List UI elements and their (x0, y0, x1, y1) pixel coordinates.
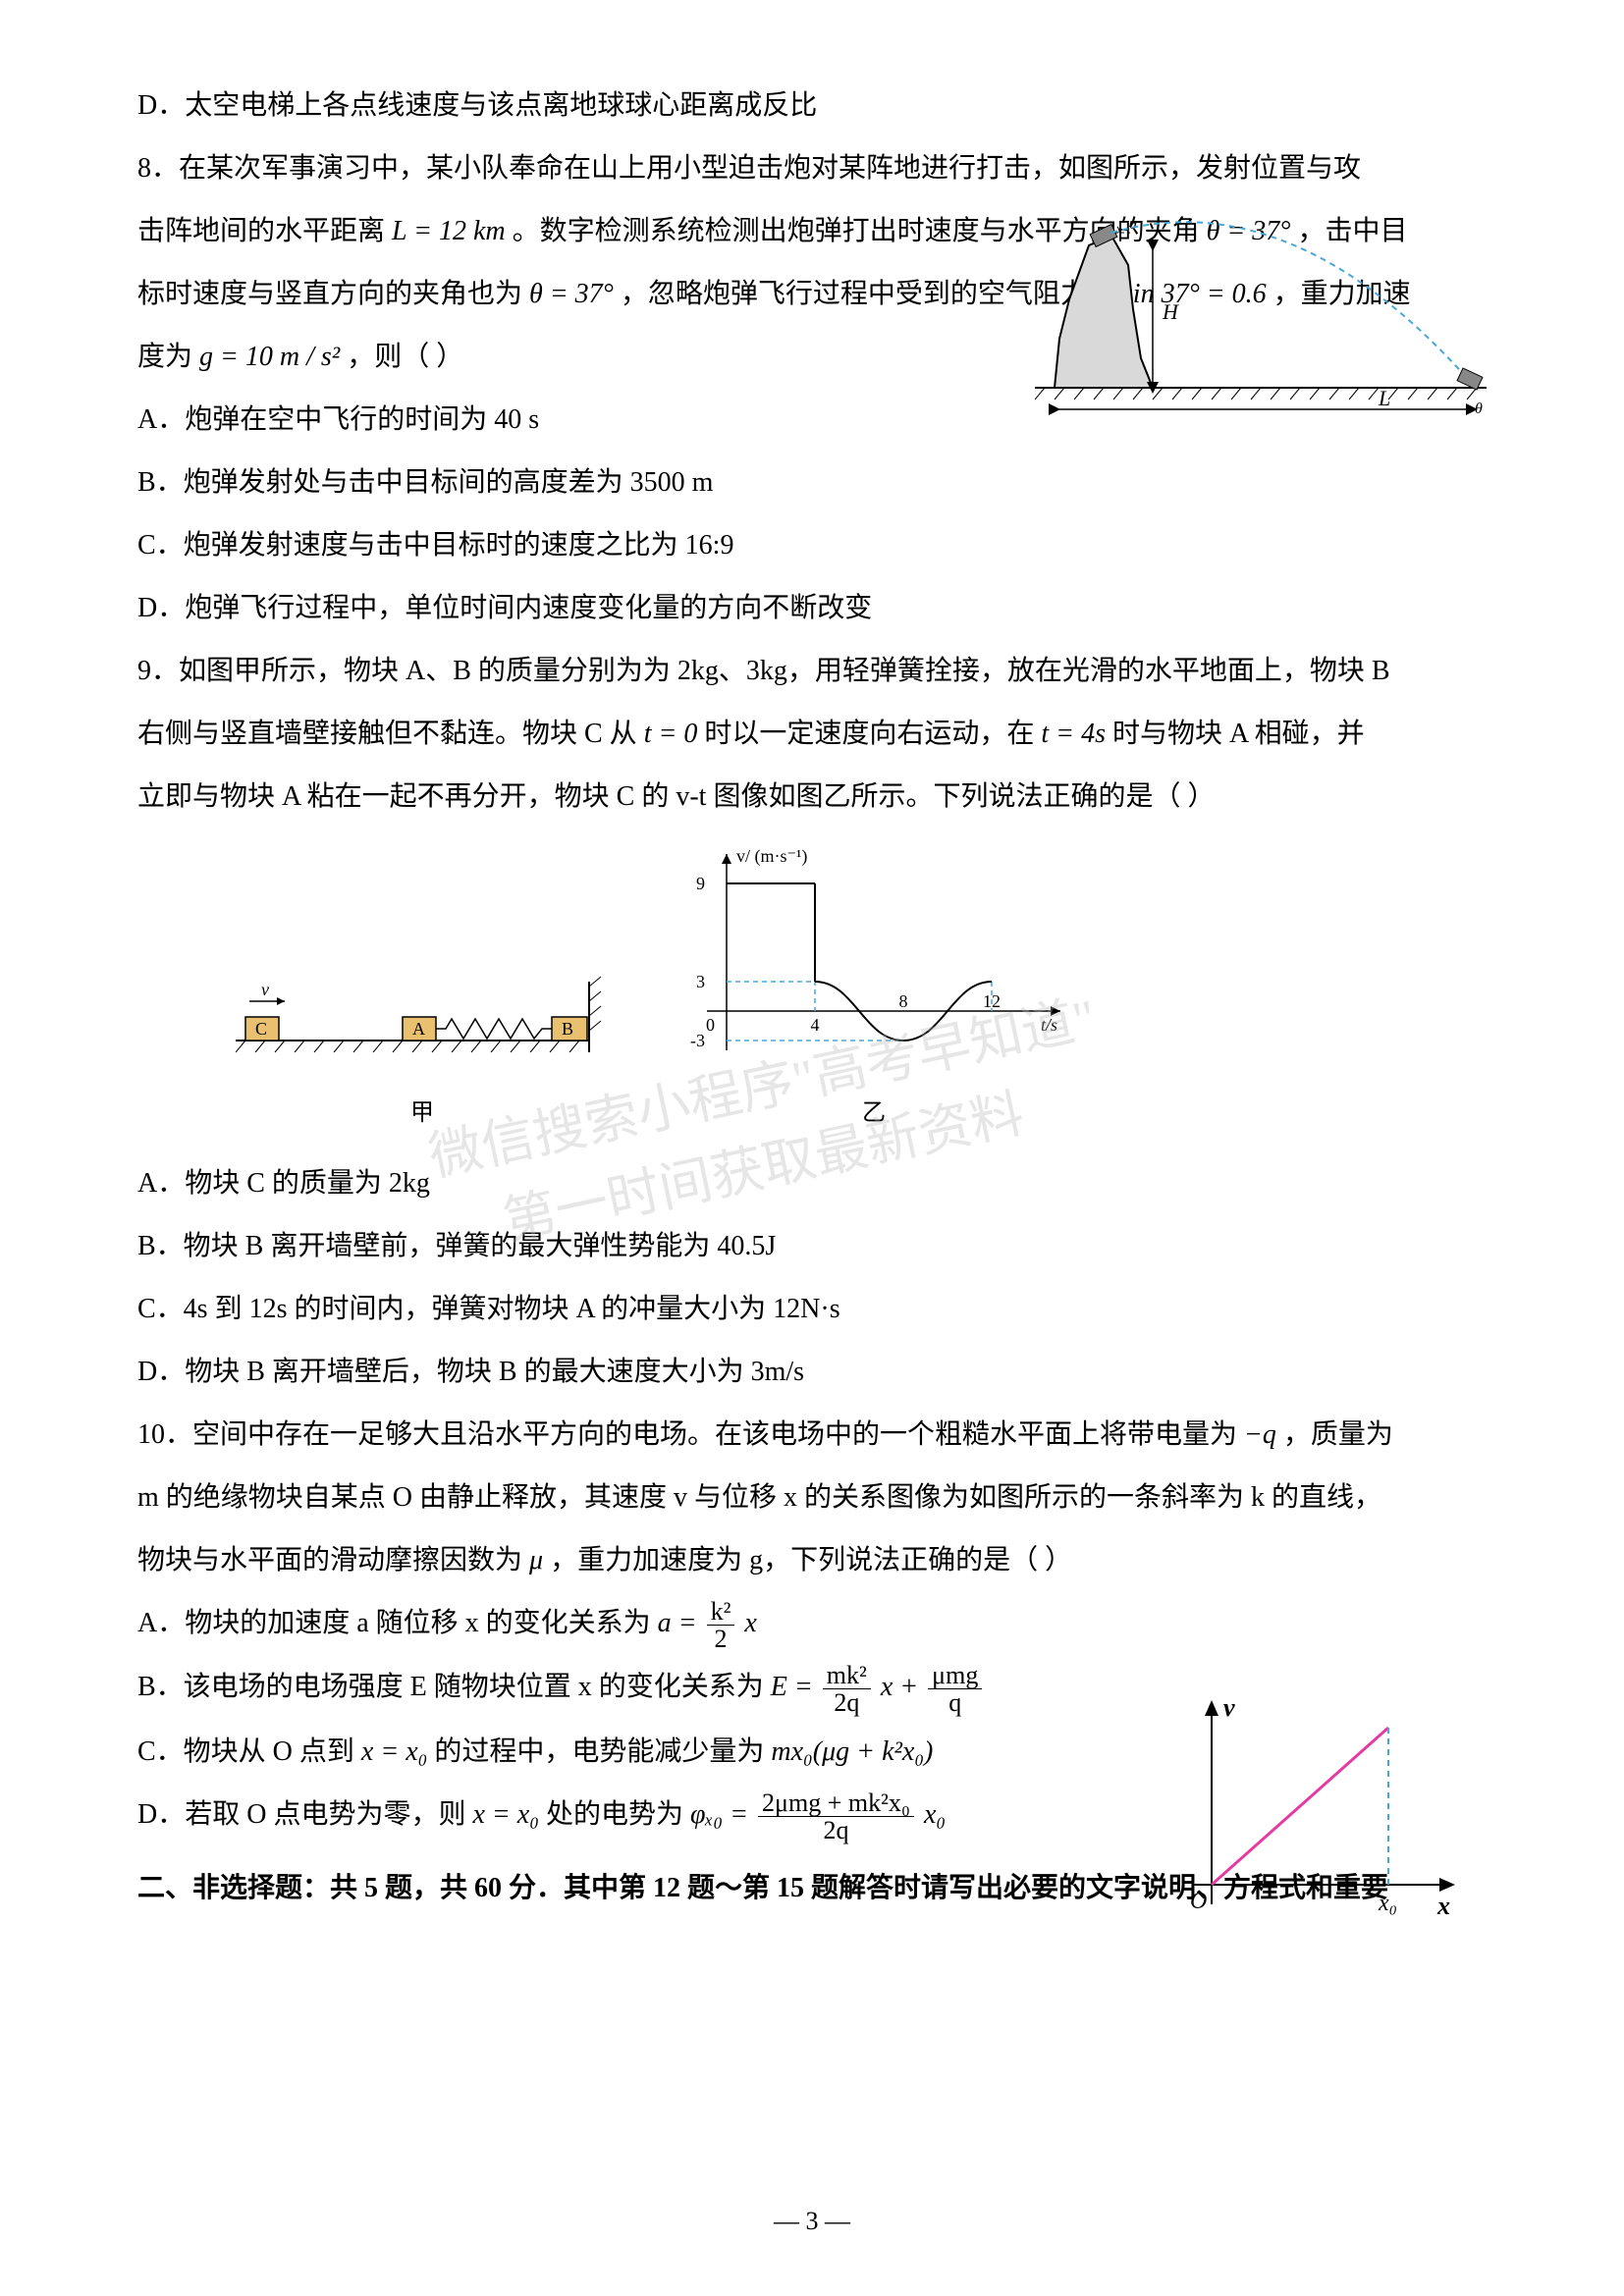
q8-opt-a: A．炮弹在空中飞行的时间为 40 s (137, 393, 1001, 448)
q9-opt-d: D．物块 B 离开墙壁后，物块 B 的最大速度大小为 3m/s (137, 1345, 1487, 1400)
q8-H-label: H (1162, 299, 1179, 324)
q8-line1: 8．在某次军事演习中，某小队奉命在山上用小型迫击炮对某阵地进行打击，如图所示，发… (137, 141, 1487, 196)
q9-figures: C v A B 甲 v/ (m·s⁻¹) t/s 9 (236, 844, 1487, 1137)
q9-xt-8: 8 (899, 991, 908, 1011)
q10-x0-label: x₀ (1378, 1891, 1397, 1916)
q9-C-label: C (255, 1019, 267, 1039)
q7-opt-d-text: D．太空电梯上各点线速度与该点离地球球心距离成反比 (137, 90, 817, 121)
q9-line1: 9．如图甲所示，物块 A、B 的质量分别为为 2kg、3kg，用轻弹簧拴接，放在… (137, 644, 1487, 699)
q10-O-label: O (1190, 1889, 1207, 1914)
q8-opt-b: B．炮弹发射处与击中目标间的高度差为 3500 m (137, 455, 1001, 510)
q9-v-label: v (261, 980, 269, 999)
q9-fig-left: C v A B 甲 (236, 952, 609, 1137)
q9-line3: 立即与物块 A 粘在一起不再分开，物块 C 的 v-t 图像如图乙所示。下列说法… (137, 770, 1487, 825)
q9-opt-a: A．物块 C 的质量为 2kg (137, 1156, 1487, 1211)
q9-yt-3: 3 (696, 972, 705, 991)
q10-x-label: x (1436, 1892, 1450, 1920)
q8-opt-c: C．炮弹发射速度与击中目标时的速度之比为 16:9 (137, 518, 1001, 573)
q9-opt-c: C．4s 到 12s 的时间内，弹簧对物块 A 的冲量大小为 12N·s (137, 1282, 1487, 1337)
q10-line2: m 的绝缘物块自某点 O 由静止释放，其速度 v 与位移 x 的关系图像为如图所… (137, 1470, 1487, 1525)
q9-yt-n3: -3 (690, 1031, 705, 1050)
q9-yt-9: 9 (696, 874, 705, 893)
q9-caption-left: 甲 (236, 1090, 609, 1137)
q8-L-label: L (1378, 386, 1390, 410)
q8-opt-d: D．炮弹飞行过程中，单位时间内速度变化量的方向不断改变 (137, 581, 1487, 636)
q9-opt-b: B．物块 B 离开墙壁前，弹簧的最大弹性势能为 40.5J (137, 1219, 1487, 1274)
q10-line1: 10．空间中存在一足够大且沿水平方向的电场。在该电场中的一个粗糙水平面上将带电量… (137, 1408, 1487, 1463)
q8-figure: θ θ H L (1035, 221, 1487, 417)
q7-opt-d: D．太空电梯上各点线速度与该点离地球球心距离成反比 (137, 79, 1487, 133)
q10-figure: v x O x₀ (1172, 1688, 1467, 1934)
q9-ylabel: v/ (m·s⁻¹) (736, 846, 807, 867)
q9-caption-right: 乙 (668, 1090, 1080, 1137)
q10-opt-b: B．该电场的电场强度 E 随物块位置 x 的变化关系为 E = mk² 2q x… (137, 1660, 1119, 1716)
q8-line4: 度为 g = 10 m / s² ，则（ ） (137, 330, 1001, 385)
q9-yt-0: 0 (706, 1015, 715, 1035)
q9-line2: 右侧与竖直墙壁接触但不黏连。物块 C 从 t = 0 时以一定速度向右运动，在 … (137, 707, 1487, 762)
q10-line3: 物块与水平面的滑动摩擦因数为 μ ，重力加速度为 g，下列说法正确的是（ ） (137, 1533, 1487, 1588)
q10-v-label: v (1223, 1693, 1235, 1722)
q9-xlabel: t/s (1041, 1015, 1057, 1035)
q9-xt-4: 4 (811, 1015, 820, 1035)
q10-opt-a: A．物块的加速度 a 随位移 x 的变化关系为 a = k² 2 x (137, 1596, 1119, 1652)
q9-B-label: B (562, 1019, 573, 1039)
q9-A-label: A (412, 1019, 425, 1039)
q8-theta-bottom: θ (1475, 400, 1483, 417)
q9-fig-right: v/ (m·s⁻¹) t/s 9 3 0 -3 4 8 12 乙 (668, 844, 1080, 1137)
page-footer: — 3 — (0, 2196, 1624, 2247)
